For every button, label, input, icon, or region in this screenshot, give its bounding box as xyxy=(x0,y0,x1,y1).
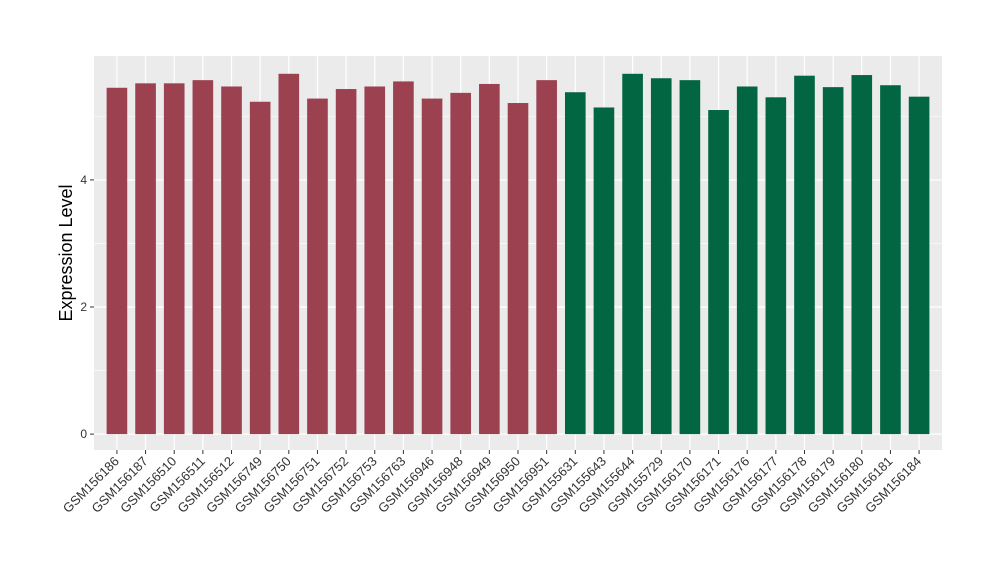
bar-GSM156750 xyxy=(278,73,300,435)
bar-GSM156180 xyxy=(851,75,873,435)
bar-GSM156951 xyxy=(536,80,557,435)
bar-GSM156184 xyxy=(908,96,930,435)
bar-GSM156181 xyxy=(880,85,901,435)
bar-GSM156171 xyxy=(708,110,729,435)
bar-GSM156178 xyxy=(794,75,815,435)
bar-GSM156170 xyxy=(679,80,701,435)
y-tick-label: 0 xyxy=(80,427,87,441)
bar-GSM156950 xyxy=(507,103,529,435)
bar-GSM156187 xyxy=(135,83,156,435)
bar-GSM156176 xyxy=(736,86,758,435)
bar-GSM156946 xyxy=(421,98,443,435)
bar-GSM156753 xyxy=(364,86,386,435)
bar-GSM156749 xyxy=(249,101,271,435)
bar-GSM156751 xyxy=(307,98,328,435)
bars xyxy=(106,73,930,435)
bar-GSM156752 xyxy=(335,89,357,435)
bar-GSM156177 xyxy=(765,97,787,435)
y-tick-label: 2 xyxy=(80,300,87,314)
bar-GSM155643 xyxy=(593,107,615,435)
bar-GSM156512 xyxy=(221,86,242,435)
bar-GSM156948 xyxy=(450,92,472,435)
bar-GSM156510 xyxy=(163,83,185,435)
bar-GSM155631 xyxy=(564,92,586,435)
y-axis: 0 2 4 xyxy=(80,173,94,441)
bar-GSM155644 xyxy=(622,73,643,435)
bar-GSM155729 xyxy=(650,78,672,435)
bar-GSM156179 xyxy=(822,87,844,435)
bar-GSM156949 xyxy=(479,83,500,435)
bar-GSM156763 xyxy=(393,81,414,435)
y-tick-label: 4 xyxy=(80,173,87,187)
bar-GSM156186 xyxy=(106,87,128,435)
x-axis: GSM156186GSM156187GSM156510GSM156511GSM1… xyxy=(60,450,924,516)
bar-GSM156511 xyxy=(192,80,214,435)
y-axis-title: Expression Level xyxy=(56,184,76,321)
